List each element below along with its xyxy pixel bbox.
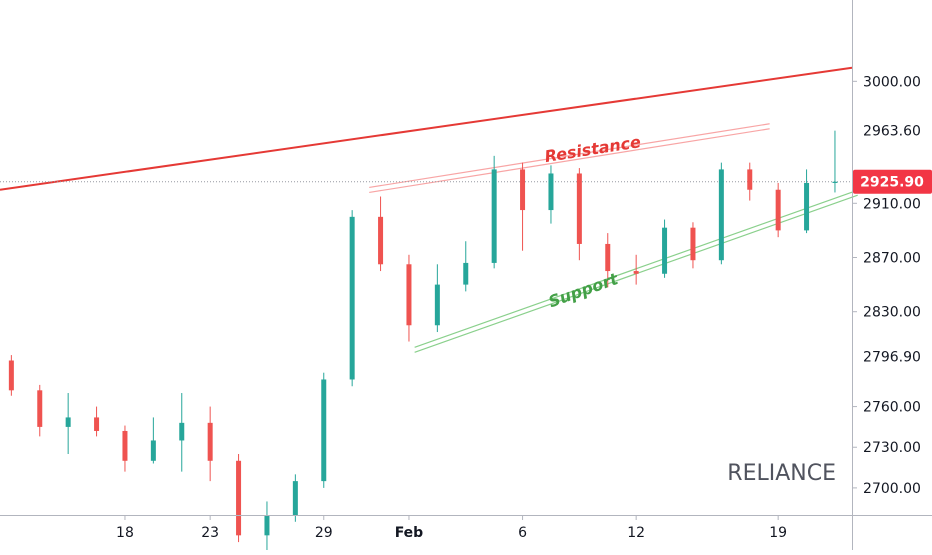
candle-body [690,227,696,261]
candle-body [718,169,724,261]
level-label: 2963.60 [863,124,921,140]
level-label-bg [853,345,932,368]
candles-layer [8,130,838,555]
support-label: Support [546,269,622,312]
price-tick-label: 2830.00 [863,305,921,321]
candle-body [434,284,440,326]
level-label: 2796.90 [863,350,921,366]
candle-body [520,169,526,211]
candle-body [37,390,43,427]
price-tick-label: 2870.00 [863,251,921,267]
symbol-label: RELIANCE [727,461,836,486]
candle-body [292,481,298,515]
candle-body [775,189,781,231]
candle-body [349,216,355,380]
candle-body [321,379,327,482]
price-tick-label: 2760.00 [863,400,921,416]
candle-body [804,182,810,231]
candle-body [491,169,497,263]
candle-body [8,360,14,391]
time-tick-label: 23 [201,525,219,541]
last-price-tag [853,169,932,194]
candle-body [65,417,71,427]
time-tick-label: 29 [315,525,333,541]
time-tick-label: 6 [518,525,527,541]
resistance-channel-line-upper [369,123,770,189]
candle-body [94,417,100,431]
price-tick-label: 3000.00 [863,74,921,90]
candle-body [406,264,412,326]
time-tick-label: Feb [395,525,424,541]
last-price-label: 2925.90 [860,175,924,191]
time-tick-label: 18 [116,525,134,541]
annotations-layer: Resistance Support [543,132,642,311]
resistance-label: Resistance [543,132,642,166]
time-tick-label: 12 [627,525,645,541]
candle-body [236,460,242,536]
price-tick-label: 2730.00 [863,440,921,456]
candle-body [548,173,554,211]
candle-body [378,216,384,265]
candle-body [576,173,582,244]
candle-body [832,181,838,183]
price-tick-label: 2700.00 [863,481,921,497]
candle-body [463,262,469,285]
level-label-bg [853,119,932,142]
price-tick-label: 2910.00 [863,196,921,212]
trendline-layer [0,66,858,353]
candle-body [633,271,639,274]
candle-body [264,515,270,536]
candle-body [605,243,611,272]
time-tick-label: 19 [769,525,787,541]
candle-body [207,422,213,461]
candle-body [122,430,128,461]
long-resistance-line [0,66,853,191]
candle-body [150,440,156,461]
candle-body [179,422,185,441]
candle-body [747,169,753,190]
candle-body [662,227,668,274]
